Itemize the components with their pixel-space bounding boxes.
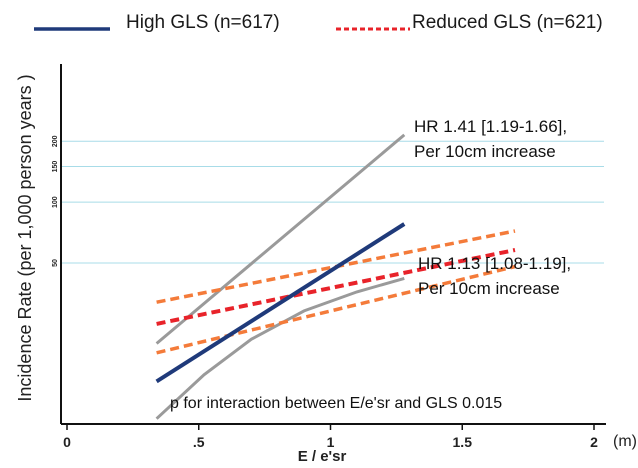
hr-reduced-line1: HR 1.13 [1.08-1.19], [418, 254, 571, 273]
x-tick-label-1: 1 [327, 434, 335, 450]
x-tick-label-1.5: 1.5 [453, 434, 473, 450]
x-tick-label-.5: .5 [193, 434, 205, 450]
reduced-gls-line [156, 248, 516, 326]
y-ticks: 50 100 150 200 [52, 135, 59, 267]
grid [61, 140, 604, 264]
hr-reduced-line2: Per 10cm increase [418, 279, 560, 298]
legend: High GLS (n=617) Reduced GLS (n=621) [34, 12, 603, 33]
hr-high-line2: Per 10cm increase [414, 142, 556, 161]
high-gls-ci-upper [155, 133, 406, 345]
y-tick-label-150: 150 [52, 161, 59, 173]
x-ticks: 0 .5 1 1.5 2 [63, 424, 598, 450]
axes [60, 64, 606, 425]
x-axis-title: E / e'sr [298, 448, 347, 465]
hr-high-line1: HR 1.41 [1.19-1.66], [414, 117, 567, 136]
high-gls-line [155, 222, 406, 384]
annotations: HR 1.41 [1.19-1.66], Per 10cm increase H… [170, 117, 571, 412]
x-tick-label-0: 0 [63, 434, 71, 450]
reduced-gls-ci-lower [156, 264, 516, 355]
y-tick-label-100: 100 [52, 196, 59, 208]
y-tick-label-200: 200 [52, 135, 59, 147]
high-gls-ci-lower [155, 276, 405, 420]
legend-label-reduced-gls: Reduced GLS (n=621) [412, 12, 603, 33]
x-tick-label-2: 2 [590, 434, 598, 450]
y-axis-title: Incidence Rate (per 1,000 person years ) [15, 74, 35, 401]
legend-label-high-gls: High GLS (n=617) [126, 12, 280, 33]
interaction-p-value: p for interaction between E/e'sr and GLS… [170, 395, 502, 412]
y-tick-label-50: 50 [52, 259, 59, 267]
x-axis-unit: (m) [613, 433, 637, 450]
series [155, 133, 516, 420]
